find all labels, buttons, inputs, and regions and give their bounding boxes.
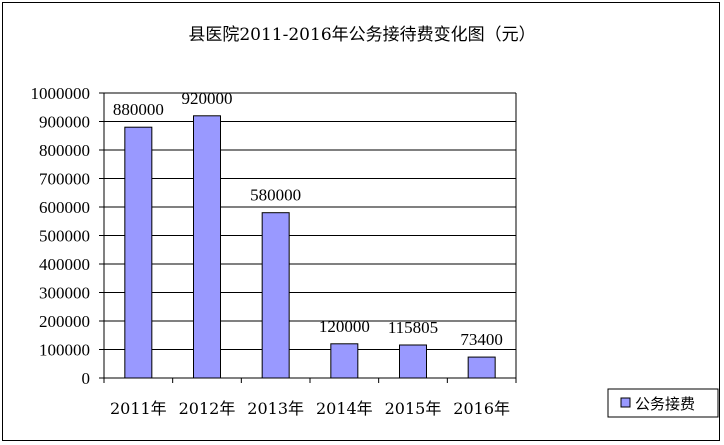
y-tick-label: 600000 bbox=[39, 198, 90, 217]
legend-label: 公务接费 bbox=[635, 395, 695, 413]
bar bbox=[330, 343, 359, 379]
y-tick-label: 100000 bbox=[39, 341, 90, 360]
x-tick-label: 2015年 bbox=[385, 399, 442, 418]
bar bbox=[399, 344, 427, 379]
x-tick-label: 2016年 bbox=[453, 399, 510, 418]
y-tick-label: 200000 bbox=[39, 312, 90, 331]
x-tick-label: 2011年 bbox=[110, 399, 167, 418]
axes bbox=[99, 92, 517, 383]
gridlines bbox=[104, 92, 516, 379]
y-tick-label: 700000 bbox=[39, 170, 90, 189]
y-tick-label: 1000000 bbox=[31, 84, 91, 103]
x-tick-label: 2014年 bbox=[316, 399, 373, 418]
y-tick-label: 0 bbox=[82, 369, 91, 388]
y-tick-label: 800000 bbox=[39, 141, 90, 160]
data-label: 115805 bbox=[388, 318, 438, 337]
legend: 公务接费 bbox=[607, 388, 719, 418]
legend-swatch bbox=[620, 397, 631, 408]
bar bbox=[467, 356, 496, 379]
data-labels: 880000 920000 580000 120000 115805 73400 bbox=[113, 89, 503, 349]
x-tick-labels: 2011年 2012年 2013年 2014年 2015年 2016年 bbox=[110, 399, 510, 418]
data-label: 580000 bbox=[250, 186, 301, 205]
bar bbox=[261, 212, 290, 379]
y-tick-labels: 0 100000 200000 300000 400000 500000 600000 700… bbox=[31, 84, 91, 388]
x-tick-label: 2012年 bbox=[179, 399, 236, 418]
data-label: 73400 bbox=[460, 330, 503, 349]
data-label: 120000 bbox=[319, 317, 370, 336]
y-tick-label: 900000 bbox=[39, 113, 90, 132]
chart-title: 县医院2011-2016年公务接待费变化图（元） bbox=[188, 25, 535, 45]
x-tick-label: 2013年 bbox=[247, 399, 304, 418]
chart-frame bbox=[2, 2, 720, 441]
data-label: 880000 bbox=[113, 100, 164, 119]
y-tick-label: 400000 bbox=[39, 255, 90, 274]
bars bbox=[124, 115, 496, 379]
bar bbox=[193, 115, 221, 379]
y-tick-label: 500000 bbox=[39, 227, 90, 246]
data-label: 920000 bbox=[182, 89, 233, 108]
y-tick-label: 300000 bbox=[39, 284, 90, 303]
bar bbox=[124, 126, 153, 379]
